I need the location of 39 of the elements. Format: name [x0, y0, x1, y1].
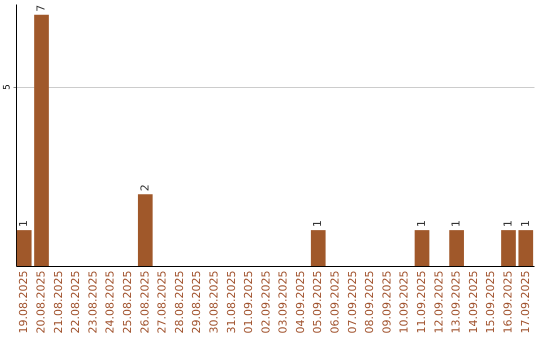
data-label: 2: [138, 184, 152, 192]
x-tick-label: 29.08.2025: [190, 270, 204, 334]
x-tick-label: 30.08.2025: [207, 270, 220, 334]
x-tick-label: 20.08.2025: [34, 270, 48, 334]
x-tick-label: 17.09.2025: [518, 270, 532, 334]
x-tick-label: 22.08.2025: [69, 270, 82, 334]
x-tick-label: 12.09.2025: [432, 270, 446, 334]
x-tick-label: 07.09.2025: [346, 270, 359, 334]
x-tick-label: 31.08.2025: [224, 270, 238, 334]
x-tick-label: 15.09.2025: [484, 270, 498, 334]
x-tick-label: 01.09.2025: [242, 270, 256, 334]
x-tick-label: 03.09.2025: [276, 270, 290, 334]
data-label: 7: [34, 4, 48, 12]
x-tick-label: 02.09.2025: [259, 270, 272, 334]
x-tick-label: 13.09.2025: [450, 270, 463, 334]
x-tick-label: 09.09.2025: [380, 270, 394, 334]
x-tick-label: 08.09.2025: [363, 270, 376, 334]
x-tick-label: 14.09.2025: [466, 270, 480, 334]
data-label: 1: [415, 220, 428, 228]
x-tick-label: 21.08.2025: [52, 270, 65, 334]
x-tick-label: 04.09.2025: [294, 270, 307, 334]
data-label: 1: [518, 220, 532, 228]
data-label: 1: [450, 220, 463, 228]
x-tick-label: 19.08.2025: [17, 270, 30, 334]
x-tick-label: 24.08.2025: [104, 270, 117, 334]
x-tick-label: 10.09.2025: [398, 270, 411, 334]
y-tick-label: 5: [2, 84, 12, 90]
data-label: 1: [501, 220, 514, 228]
x-tick-label: 23.08.2025: [86, 270, 100, 334]
x-tick-label: 06.09.2025: [328, 270, 342, 334]
x-tick-label: 27.08.2025: [156, 270, 169, 334]
x-tick-label: 11.09.2025: [415, 270, 428, 334]
data-label: 1: [311, 220, 324, 228]
x-tick-label: 26.08.2025: [138, 270, 152, 334]
x-tick-label: 28.08.2025: [172, 270, 186, 334]
x-tick-label: 25.08.2025: [120, 270, 134, 334]
x-tick-label: 16.09.2025: [501, 270, 514, 334]
x-tick-label: 05.09.2025: [311, 270, 324, 334]
data-label: 1: [17, 220, 30, 228]
